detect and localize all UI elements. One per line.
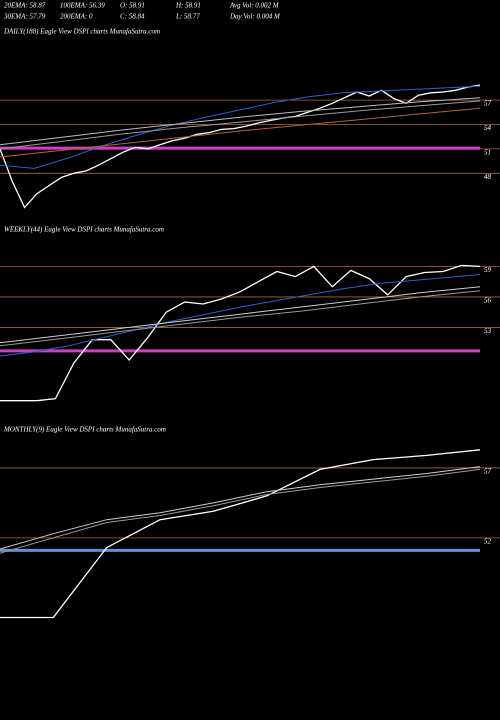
- header-stat: 30EMA: 57.79: [3, 13, 46, 21]
- y-tick-label: 52: [484, 537, 492, 545]
- price-line: [0, 286, 481, 344]
- price-line: [0, 107, 481, 158]
- panel-title: WEEKLY(44) Eagle View DSPI charts Munafa…: [4, 226, 164, 234]
- y-tick-label: 57: [484, 100, 492, 108]
- header-stat: Avg Vol: 0.002 M: [229, 2, 280, 10]
- price-line: [0, 468, 481, 554]
- y-tick-label: 51: [484, 149, 491, 157]
- y-tick-label: 53: [484, 327, 492, 335]
- y-tick-label: 59: [484, 266, 492, 274]
- y-tick-label: 56: [484, 297, 492, 305]
- price-line: [0, 466, 481, 550]
- header-stat: Day Vol: 0.004 M: [229, 13, 281, 21]
- price-line: [0, 449, 481, 619]
- header-stat: 200EMA: 0: [60, 13, 93, 21]
- panel-title: DAILY(188) Eagle View DSPI charts Munafa…: [3, 28, 160, 36]
- price-line: [0, 97, 481, 146]
- header-stat: L: 58.77: [175, 13, 200, 21]
- y-tick-label: 54: [484, 124, 492, 132]
- header-stat: H: 58.91: [175, 2, 201, 10]
- header-stat: 20EMA: 58.87: [4, 2, 46, 10]
- panel-title: MONTHLY(9) Eagle View DSPI charts Munafa…: [3, 426, 166, 434]
- price-line: [0, 84, 481, 209]
- header-stat: O: 58.91: [120, 2, 145, 10]
- price-line: [0, 274, 481, 357]
- header-stat: 100EMA: 56.39: [60, 2, 105, 10]
- y-tick-label: 57: [484, 468, 492, 476]
- y-tick-label: 48: [484, 173, 492, 181]
- price-line: [0, 85, 481, 169]
- price-line: [0, 100, 481, 150]
- price-line: [0, 290, 481, 347]
- header-stat: C: 58.84: [120, 13, 145, 21]
- price-line: [0, 264, 481, 402]
